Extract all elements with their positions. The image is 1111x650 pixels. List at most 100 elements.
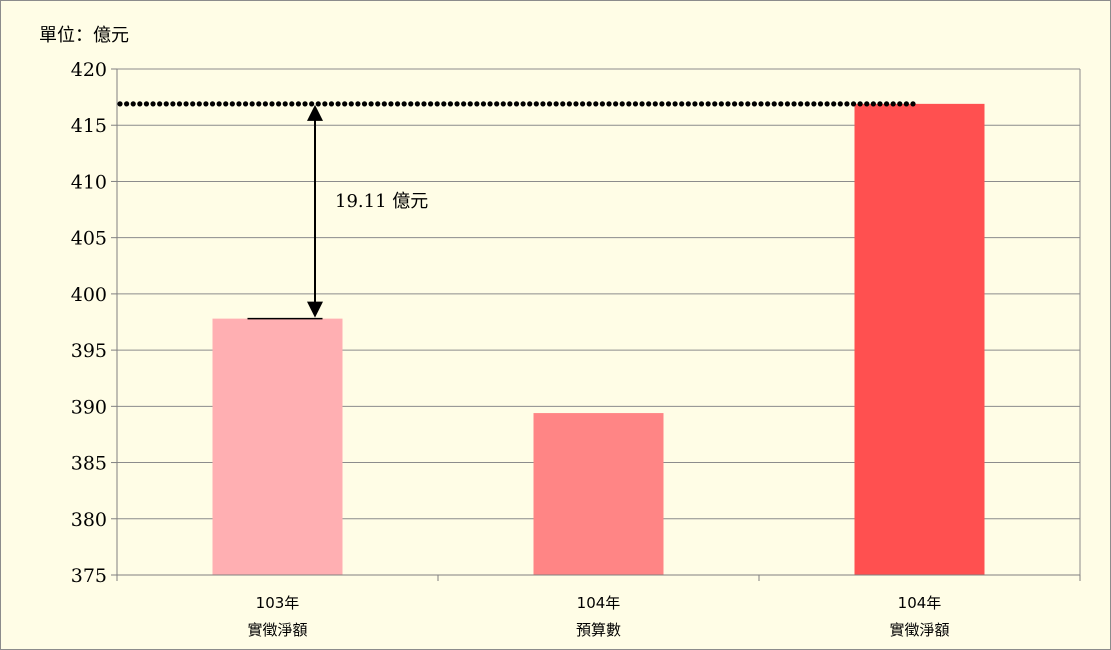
reference-dot [738, 101, 744, 107]
reference-dot [910, 101, 916, 107]
reference-dot [295, 101, 302, 107]
reference-dot [546, 101, 553, 107]
reference-dot [249, 101, 255, 107]
y-tick-label: 390 [71, 396, 107, 418]
unit-label: 單位：億元 [39, 25, 129, 46]
reference-dot [613, 101, 619, 107]
reference-dot [718, 101, 724, 107]
reference-dot [685, 101, 691, 107]
reference-dot [712, 101, 718, 107]
reference-dot [401, 101, 407, 107]
y-tick-label: 420 [71, 59, 107, 81]
reference-dot [223, 101, 229, 107]
reference-dot [137, 101, 143, 107]
x-category-label: 103年 [256, 594, 300, 612]
reference-dot [381, 101, 387, 107]
reference-dot [553, 101, 559, 107]
reference-dot [897, 101, 903, 107]
reference-dot [242, 101, 249, 107]
reference-dot [447, 101, 454, 107]
reference-dot [507, 101, 513, 107]
reference-dot [355, 101, 361, 107]
reference-dot [765, 101, 771, 107]
reference-dot [209, 101, 216, 107]
reference-dot [196, 101, 202, 107]
reference-dot [441, 101, 447, 107]
reference-dot [659, 101, 665, 107]
reference-dot [328, 101, 335, 107]
bar [533, 413, 664, 575]
reference-dot [368, 101, 374, 107]
reference-dot [236, 101, 242, 107]
y-tick-label: 395 [71, 340, 107, 362]
x-category-label: 104年 [898, 594, 942, 612]
reference-dot [421, 101, 427, 107]
reference-dot [388, 101, 394, 107]
reference-dot [315, 101, 321, 107]
reference-dot [480, 101, 487, 107]
reference-dot [394, 101, 401, 107]
reference-dot [778, 101, 784, 107]
x-category-label: 預算數 [576, 621, 621, 639]
reference-dot [143, 101, 150, 107]
annotation-arrowhead-down [307, 301, 323, 318]
reference-line [117, 101, 916, 107]
reference-dot [579, 101, 586, 107]
y-tick-label: 410 [71, 171, 107, 193]
reference-dot [626, 101, 632, 107]
reference-dot [190, 101, 196, 107]
reference-dot [375, 101, 381, 107]
reference-dot [335, 101, 341, 107]
reference-dot [850, 101, 857, 107]
reference-dot [262, 101, 268, 107]
reference-dot [632, 101, 639, 107]
reference-dot [183, 101, 189, 107]
reference-dot [890, 101, 896, 107]
reference-dot [203, 101, 209, 107]
reference-dot [461, 101, 467, 107]
reference-dot [599, 101, 606, 107]
reference-dot [454, 101, 460, 107]
y-tick-label: 405 [71, 228, 107, 250]
x-category-label: 實徵淨額 [247, 621, 307, 639]
y-tick-label: 400 [71, 284, 107, 306]
reference-dot [751, 101, 758, 107]
reference-dot [837, 101, 843, 107]
annotation-label: 19.11 億元 [335, 191, 428, 212]
reference-dot [824, 101, 830, 107]
y-tick-label: 415 [71, 115, 107, 137]
reference-dot [804, 101, 810, 107]
reference-dot [269, 101, 275, 107]
reference-dot [791, 101, 797, 107]
reference-dot [639, 101, 645, 107]
reference-dot [857, 101, 863, 107]
reference-dot [811, 101, 817, 107]
reference-dot [282, 101, 288, 107]
reference-dot [276, 101, 282, 107]
reference-dot [883, 101, 890, 107]
reference-dot [176, 101, 183, 107]
reference-dot [170, 101, 176, 107]
reference-dot [427, 101, 434, 107]
reference-dot [500, 101, 506, 107]
reference-dot [844, 101, 850, 107]
reference-dot [216, 101, 222, 107]
reference-dot [289, 101, 295, 107]
y-tick-label: 375 [71, 565, 107, 587]
reference-dot [229, 101, 235, 107]
reference-dot [533, 101, 539, 107]
reference-dot [560, 101, 566, 107]
reference-dot [672, 101, 678, 107]
reference-dot [606, 101, 612, 107]
bar [854, 103, 985, 575]
reference-dot [652, 101, 658, 107]
annotation: 19.11 億元 [247, 104, 428, 320]
reference-dot [679, 101, 685, 107]
reference-dot [520, 101, 526, 107]
reference-dot [494, 101, 500, 107]
reference-dot [256, 101, 262, 107]
reference-dot [309, 101, 315, 107]
reference-dot [124, 101, 130, 107]
